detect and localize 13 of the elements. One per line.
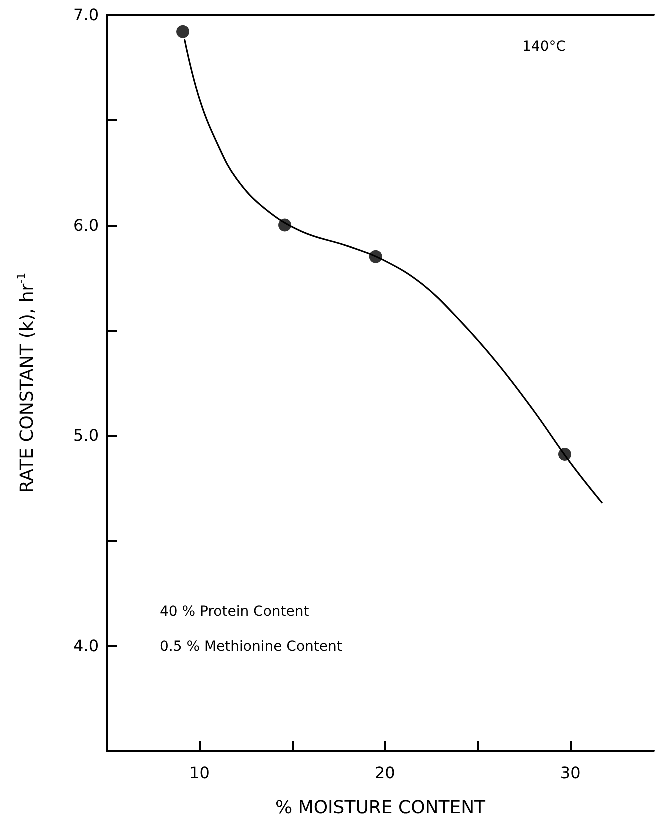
x-tick-label: 10 <box>190 764 210 782</box>
y-axis-title: RATE CONSTANT (k), hr-1 <box>15 272 38 494</box>
y-tick-label: 7.0 <box>74 6 99 24</box>
x-axis-title: % MOISTURE CONTENT <box>275 798 487 818</box>
x-tick-label: 30 <box>560 764 581 782</box>
x-tick-label: 20 <box>374 764 396 782</box>
point <box>176 25 190 38</box>
annotation: 40 % Protein Content <box>160 604 310 620</box>
annotation: 140°C <box>522 39 566 55</box>
y-tick-label: 5.0 <box>74 426 99 446</box>
annotation: 0.5 % Methionine Content <box>160 639 343 655</box>
y-tick-label: 4.0 <box>74 636 99 656</box>
y-tick-label: 6.0 <box>74 216 99 235</box>
